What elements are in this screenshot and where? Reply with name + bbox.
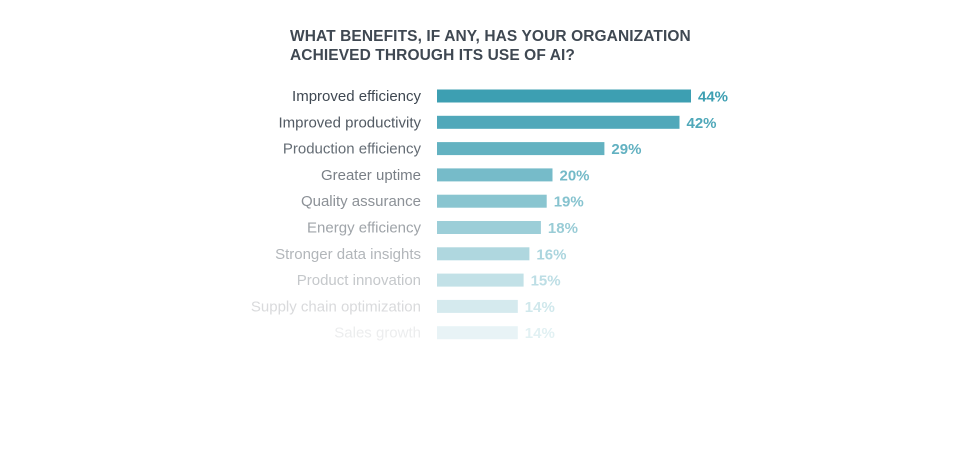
- value-label-8: 14%: [525, 299, 555, 316]
- value-label-6: 16%: [536, 246, 566, 263]
- value-label-5: 18%: [548, 220, 578, 237]
- value-label-3: 20%: [560, 167, 590, 184]
- bar-7: [437, 273, 524, 287]
- category-label-4: Quality assurance: [301, 193, 421, 210]
- value-labels: 44% 42% 29% 20% 19% 18% 16% 15% 14% 14%: [525, 89, 728, 343]
- category-labels: Improved efficiency Improved productivity…: [251, 88, 422, 342]
- category-label-3: Greater uptime: [321, 167, 421, 184]
- value-label-7: 15%: [531, 273, 561, 290]
- value-label-2: 29%: [611, 141, 641, 158]
- category-label-7: Product innovation: [297, 272, 421, 289]
- category-label-8: Supply chain optimization: [251, 298, 421, 315]
- value-label-0: 44%: [698, 89, 728, 106]
- value-label-9: 14%: [525, 325, 555, 342]
- category-label-9: Sales growth: [334, 325, 421, 342]
- category-label-5: Energy efficiency: [307, 220, 421, 237]
- bar-5: [437, 221, 541, 234]
- bar-2: [437, 142, 605, 156]
- bar-0: [437, 89, 691, 103]
- value-label-4: 19%: [554, 194, 584, 211]
- category-label-6: Stronger data insights: [275, 246, 421, 263]
- category-label-1: Improved productivity: [278, 114, 421, 131]
- bar-8: [437, 299, 518, 313]
- chart-title: WHAT BENEFITS, IF ANY, HAS YOUR ORGANIZA…: [290, 28, 691, 64]
- bar-1: [437, 115, 680, 129]
- value-label-1: 42%: [687, 115, 717, 132]
- bar-6: [437, 247, 530, 261]
- bar-4: [437, 194, 547, 208]
- bars-group: [437, 89, 691, 340]
- bar-3: [437, 168, 553, 182]
- category-label-0: Improved efficiency: [292, 88, 421, 105]
- bar-9: [437, 326, 518, 340]
- category-label-2: Production efficiency: [283, 141, 422, 158]
